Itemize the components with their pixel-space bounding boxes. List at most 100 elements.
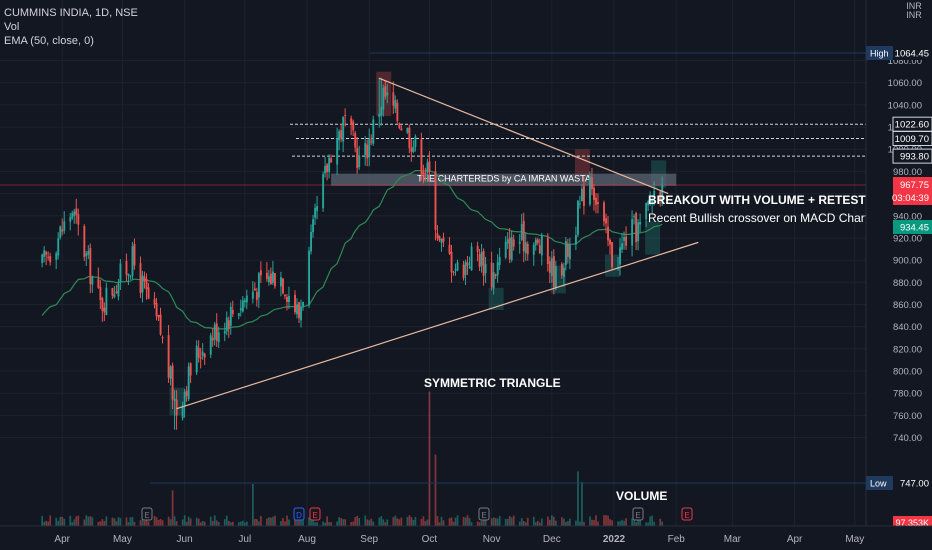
candle-body[interactable] (396, 102, 399, 121)
candle-body[interactable] (456, 262, 459, 271)
candle-body[interactable] (595, 197, 597, 205)
candle-body[interactable] (562, 267, 565, 277)
candle-body[interactable] (271, 271, 274, 283)
candle-body[interactable] (229, 306, 232, 326)
candle-body[interactable] (133, 243, 136, 266)
candle-body[interactable] (368, 138, 371, 157)
candle-body[interactable] (340, 130, 343, 139)
candle-body[interactable] (175, 399, 178, 416)
candle-body[interactable] (199, 357, 202, 359)
candle-body[interactable] (450, 251, 453, 273)
candle-body[interactable] (611, 242, 614, 268)
candle-body[interactable] (201, 351, 204, 356)
candle-body[interactable] (280, 277, 282, 287)
candle-body[interactable] (490, 262, 493, 288)
candle-body[interactable] (253, 288, 256, 291)
candle-body[interactable] (400, 128, 403, 131)
candle-body[interactable] (466, 262, 469, 266)
earnings-marker-future[interactable] (681, 507, 693, 521)
candle-body[interactable] (384, 85, 387, 97)
candle-body[interactable] (211, 337, 214, 341)
candle-body[interactable] (342, 117, 345, 142)
candle-body[interactable] (294, 294, 296, 313)
candle-body[interactable] (406, 127, 409, 133)
candle-body[interactable] (358, 155, 361, 168)
candle-body[interactable] (344, 114, 347, 116)
candle-body[interactable] (145, 278, 148, 290)
candle-body[interactable] (512, 239, 515, 247)
candle-body[interactable] (386, 92, 389, 96)
candle-body[interactable] (410, 147, 413, 152)
candle-body[interactable] (522, 220, 525, 252)
candle-body[interactable] (476, 246, 479, 252)
candle-body[interactable] (621, 243, 624, 250)
candle-body[interactable] (131, 246, 134, 277)
candle-body[interactable] (167, 335, 170, 378)
candle-body[interactable] (101, 298, 104, 311)
candle-body[interactable] (59, 226, 62, 238)
candle-body[interactable] (155, 303, 158, 317)
candle-body[interactable] (298, 302, 300, 319)
candle-body[interactable] (510, 236, 513, 261)
candle-body[interactable] (75, 208, 78, 215)
candle-body[interactable] (354, 133, 357, 148)
candle-body[interactable] (286, 297, 288, 302)
candle-body[interactable] (637, 222, 640, 242)
candle-body[interactable] (350, 118, 353, 125)
candle-body[interactable] (103, 307, 106, 313)
target-value-box[interactable] (892, 130, 932, 146)
volume-legend[interactable]: Vol (4, 21, 20, 33)
candle-body[interactable] (113, 294, 116, 298)
candle-body[interactable] (259, 270, 262, 276)
candle-body[interactable] (225, 317, 228, 332)
time-axis[interactable]: Apr May Jun Jul Aug Sep Oct Nov Dec 2022 Feb Mar Apr… (0, 525, 932, 550)
candle-body[interactable] (85, 253, 88, 256)
candle-body[interactable] (428, 161, 431, 172)
candle-body[interactable] (452, 271, 455, 273)
candle-body[interactable] (117, 283, 120, 297)
candle-body[interactable] (314, 207, 317, 218)
candle-body[interactable] (324, 166, 327, 174)
candle-body[interactable] (633, 216, 636, 218)
candle-body[interactable] (593, 187, 595, 200)
high-tag-name[interactable] (866, 46, 893, 60)
low-tag[interactable] (893, 476, 932, 490)
candle-body[interactable] (153, 298, 156, 305)
candle-body[interactable] (77, 214, 80, 225)
candle-body[interactable] (125, 260, 128, 275)
candle-body[interactable] (568, 244, 571, 260)
candle-body[interactable] (372, 119, 375, 144)
candle-body[interactable] (197, 347, 200, 358)
candle-body[interactable] (603, 202, 605, 222)
candle-body[interactable] (436, 233, 439, 239)
candle-body[interactable] (659, 191, 662, 201)
candle-body[interactable] (480, 252, 483, 266)
candle-body[interactable] (454, 269, 457, 271)
candle-body[interactable] (625, 236, 628, 246)
candle-body[interactable] (424, 173, 427, 175)
candle-body[interactable] (183, 391, 186, 407)
candle-body[interactable] (241, 300, 244, 312)
candle-body[interactable] (99, 286, 102, 300)
candle-body[interactable] (231, 309, 234, 314)
candle-body[interactable] (63, 221, 66, 231)
candle-body[interactable] (45, 252, 48, 255)
candle-body[interactable] (326, 164, 329, 173)
candle-body[interactable] (607, 226, 609, 241)
candle-body[interactable] (352, 121, 355, 131)
candle-body[interactable] (288, 295, 290, 303)
candle-body[interactable] (382, 87, 385, 110)
candle-body[interactable] (265, 272, 268, 279)
candle-body[interactable] (552, 256, 555, 287)
candle-body[interactable] (434, 171, 437, 230)
candle-body[interactable] (540, 235, 543, 256)
candle-body[interactable] (623, 236, 626, 241)
candle-body[interactable] (185, 390, 188, 397)
candle-body[interactable] (115, 291, 118, 294)
candle-body[interactable] (492, 271, 495, 289)
candle-body[interactable] (127, 273, 130, 276)
earnings-marker[interactable] (632, 507, 644, 521)
candle-body[interactable] (300, 307, 302, 321)
candle-body[interactable] (336, 138, 339, 165)
